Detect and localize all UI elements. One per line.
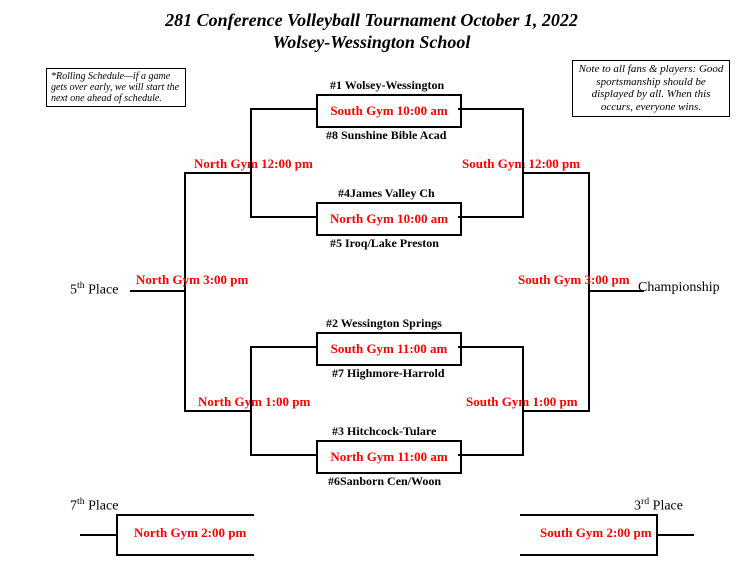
round2-loser-bot: North Gym 1:00 pm: [198, 394, 310, 410]
game-box-1: South Gym 10:00 am: [316, 94, 462, 128]
seed-7: #7 Highmore-Harrold: [332, 366, 445, 381]
game-box-3: South Gym 11:00 am: [316, 332, 462, 366]
semi-fifth: North Gym 3:00 pm: [136, 272, 248, 288]
seed-4: #4James Valley Ch: [338, 186, 435, 201]
seed-3: #3 Hitchcock-Tulare: [332, 424, 436, 439]
game-box-2: North Gym 10:00 am: [316, 202, 462, 236]
page-title-line1: 281 Conference Volleyball Tournament Oct…: [0, 10, 743, 31]
page-title-line2: Wolsey-Wessington School: [0, 32, 743, 53]
seed-1: #1 Wolsey-Wessington: [330, 78, 444, 93]
game-box-4: North Gym 11:00 am: [316, 440, 462, 474]
tournament-bracket: { "title_line1": "281 Conference Volleyb…: [0, 0, 743, 578]
seed-5: #5 Iroq/Lake Preston: [330, 236, 439, 251]
place-5th: 5th Place: [70, 280, 118, 299]
rolling-schedule-note: *Rolling Schedule—if a game gets over ea…: [46, 68, 186, 107]
consolation-3rd: South Gym 2:00 pm: [540, 525, 652, 541]
place-championship: Championship: [638, 280, 720, 296]
place-3rd: 3rd Place: [634, 496, 683, 515]
seed-8: #8 Sunshine Bible Acad: [326, 128, 446, 143]
place-7th: 7th Place: [70, 496, 118, 515]
consolation-7th: North Gym 2:00 pm: [134, 525, 246, 541]
semi-championship: South Gym 3:00 pm: [518, 272, 630, 288]
round2-loser-top: North Gym 12:00 pm: [194, 156, 313, 172]
seed-6: #6Sanborn Cen/Woon: [328, 474, 441, 489]
sportsmanship-note: Note to all fans & players: Good sportsm…: [572, 60, 730, 117]
seed-2: #2 Wessington Springs: [326, 316, 442, 331]
